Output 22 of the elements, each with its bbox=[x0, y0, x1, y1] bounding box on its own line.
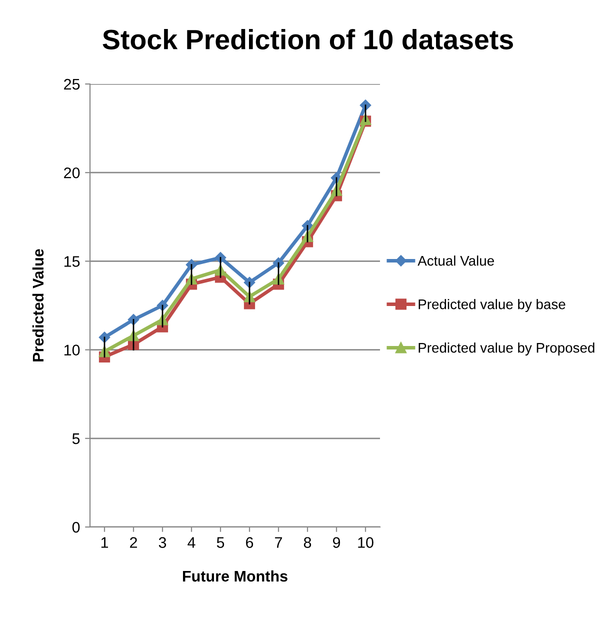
x-tick-label: 5 bbox=[216, 537, 224, 548]
y-tick-label: 20 bbox=[64, 167, 80, 178]
x-tick-label: 3 bbox=[158, 537, 166, 548]
x-tick-label: 8 bbox=[304, 537, 312, 548]
legend-label: Predicted value by Proposed bbox=[418, 342, 594, 356]
x-tick-label: 1 bbox=[101, 537, 108, 548]
y-axis-title: Predicted Value bbox=[32, 249, 44, 362]
y-tick-label: 5 bbox=[72, 433, 80, 444]
x-axis-title: Future Months bbox=[182, 570, 288, 582]
x-tick-label: 9 bbox=[332, 537, 340, 548]
x-tick-label: 10 bbox=[358, 537, 374, 548]
y-tick-label: 15 bbox=[64, 256, 80, 267]
legend-label: Predicted value by base bbox=[418, 299, 566, 312]
x-tick-label: 4 bbox=[188, 537, 196, 548]
x-tick-label: 6 bbox=[246, 537, 254, 548]
y-tick-label: 25 bbox=[64, 78, 80, 90]
y-tick-label: 10 bbox=[64, 344, 80, 356]
x-tick-label: 2 bbox=[130, 537, 137, 548]
chart-title: Stock Prediction of 10 datasets bbox=[102, 29, 513, 50]
x-tick-label: 7 bbox=[275, 537, 282, 548]
legend-label: Actual Value bbox=[418, 256, 494, 266]
y-tick-label: 0 bbox=[72, 522, 80, 533]
